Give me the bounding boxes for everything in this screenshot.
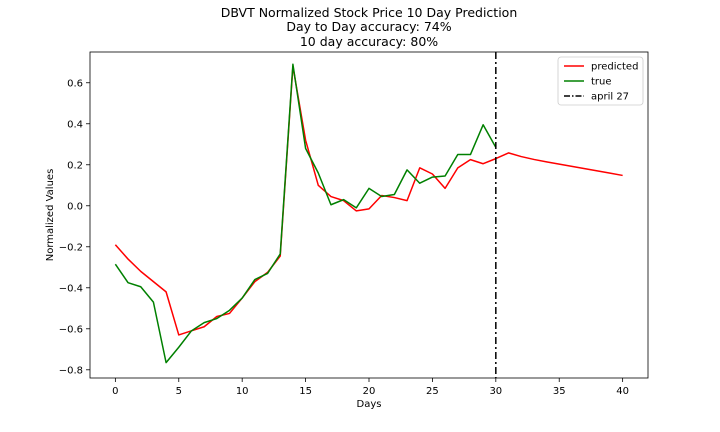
y-tick-label: −0.2 [59,242,83,253]
y-tick-label: 0.2 [67,160,83,171]
chart-title: DBVT Normalized Stock Price 10 Day Predi… [221,5,518,20]
series-line-predicted [114,65,623,336]
chart-subtitle-line-1: Day to Day accuracy: 74% [286,19,451,34]
series-layer [114,52,623,378]
legend-label-april-27: april 27 [591,92,629,103]
x-tick-label: 20 [363,386,376,397]
x-tick-label: 10 [236,386,249,397]
x-tick-label: 15 [299,386,312,397]
y-tick-label: 0.4 [67,119,83,130]
x-axis-ticks: 0 5 10 15 20 25 30 35 40 [112,378,629,397]
y-tick-label: −0.6 [59,324,83,335]
x-tick-label: 25 [426,386,439,397]
legend-label-predicted: predicted [591,62,638,73]
y-tick-label: −0.4 [59,283,83,294]
x-tick-label: 35 [553,386,566,397]
y-tick-label: 0.6 [67,78,83,89]
legend-box [557,56,644,106]
x-tick-label: 5 [176,386,182,397]
x-tick-label: 40 [616,386,629,397]
x-tick-label: 30 [489,386,502,397]
legend: predicted true april 27 [557,56,644,106]
y-tick-label: 0.0 [67,201,83,212]
x-axis-label: Days [357,399,382,410]
chart-subtitle-line-2: 10 day accuracy: 80% [300,34,438,49]
y-axis-label: Normalized Values [45,169,56,262]
y-tick-label: −0.8 [59,365,83,376]
series-line-true [114,63,497,364]
legend-label-true: true [591,77,612,88]
x-tick-label: 0 [112,386,118,397]
y-axis-ticks: −0.8 −0.6 −0.4 −0.2 0.0 0.2 0.4 0.6 [59,78,90,376]
